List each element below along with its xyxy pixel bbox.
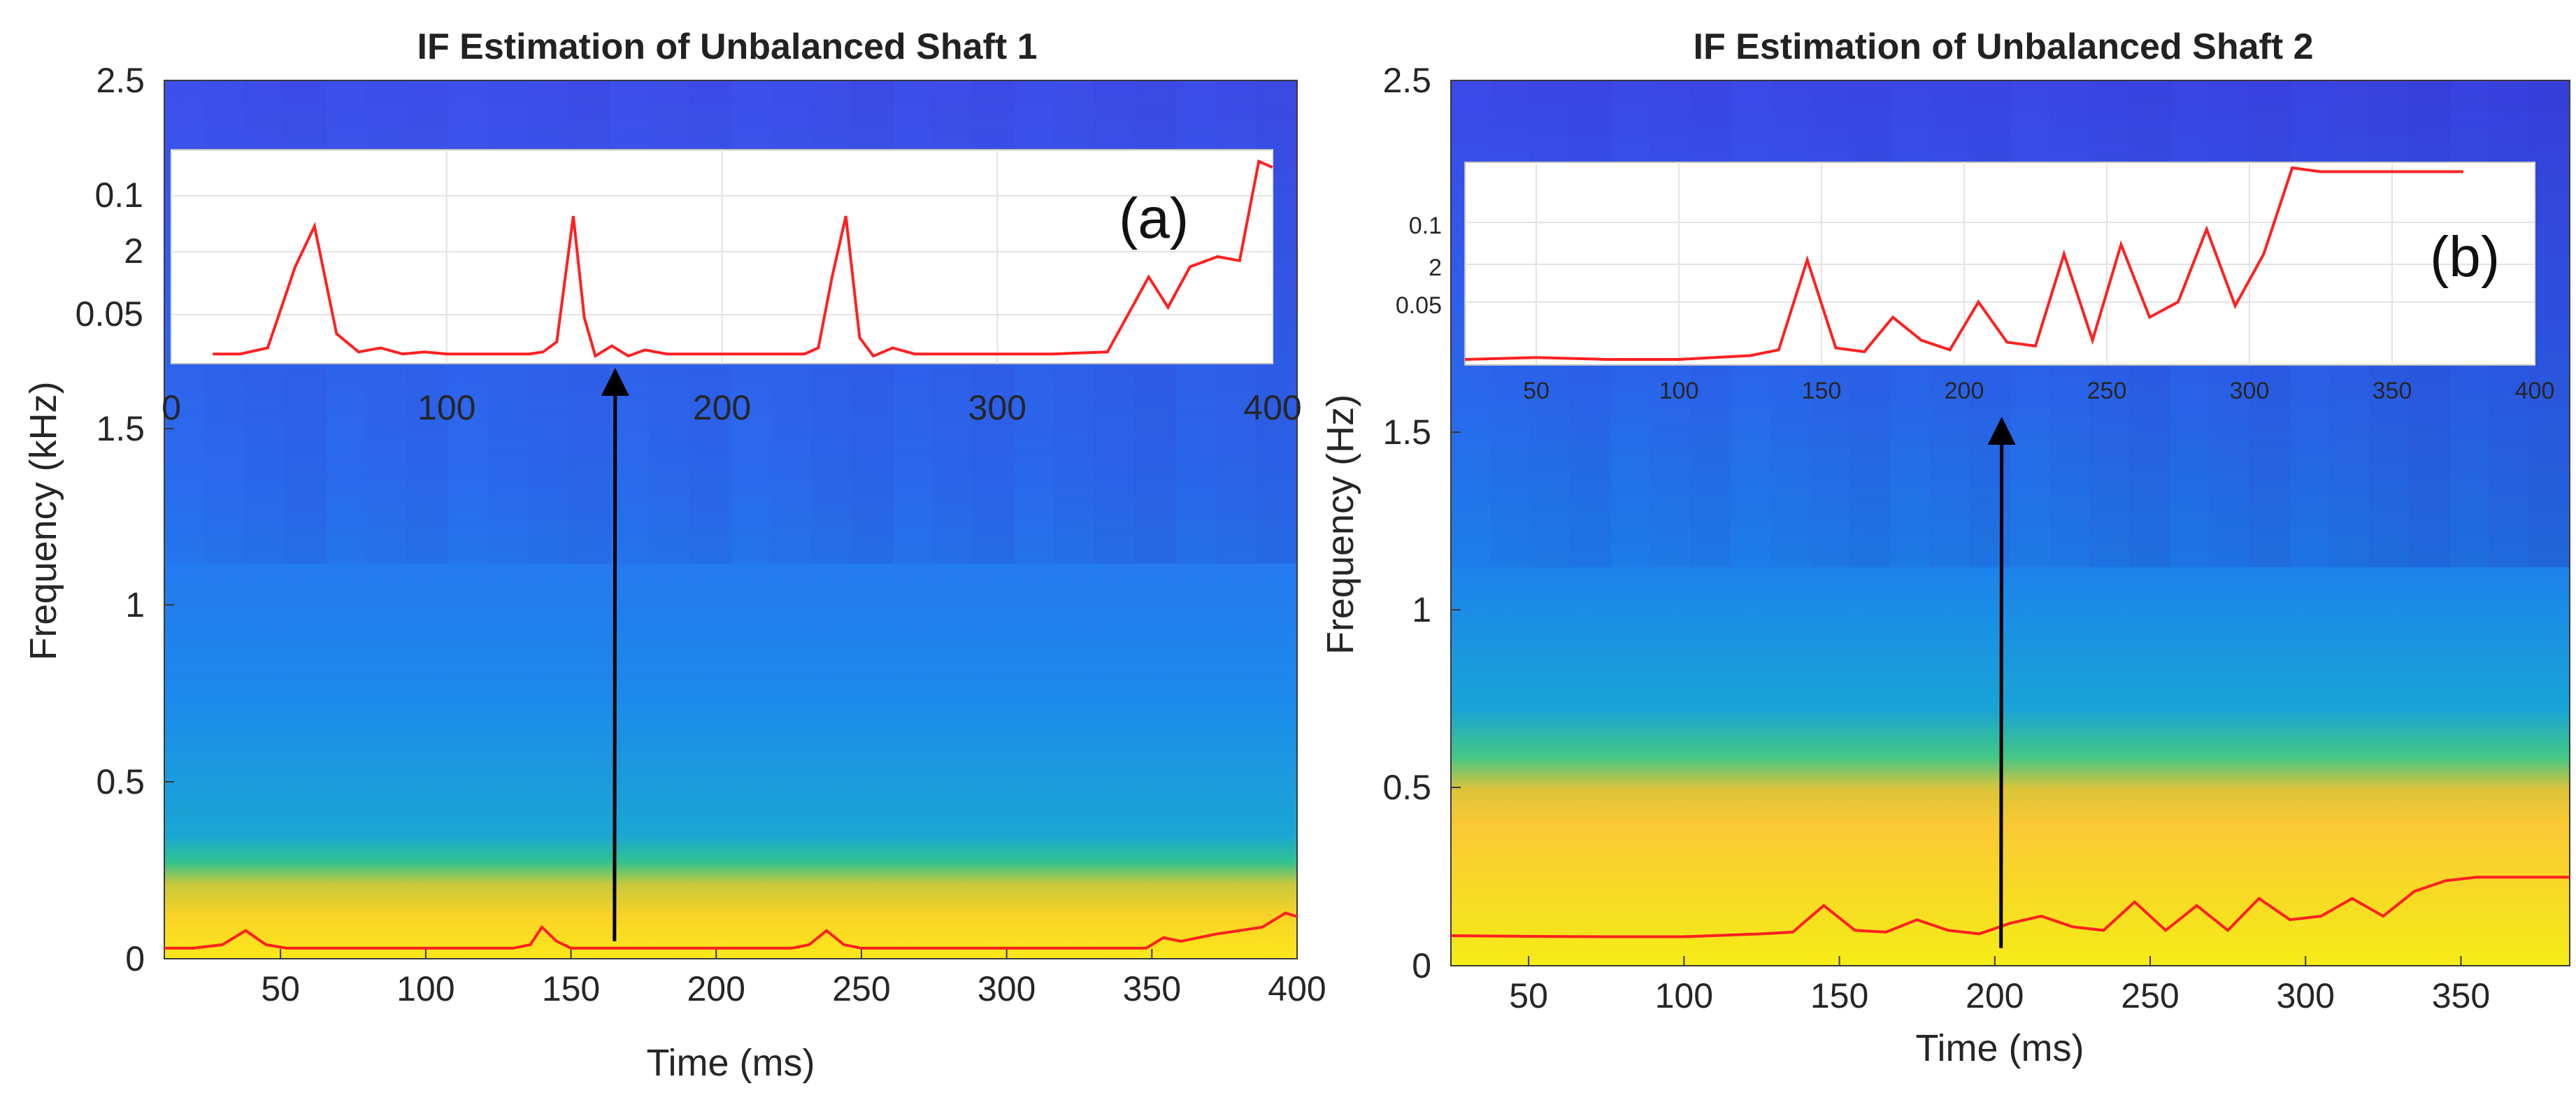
x-tick-label: 50: [261, 969, 300, 1008]
panel-b-arrow: [1987, 417, 2016, 948]
panel-b-inset-curve: [1464, 166, 2463, 361]
panel-a-inset: 0 100 200 300 400 0.1 2 0.05 (a): [76, 149, 1302, 427]
inset-y-tick-label: 0.1: [1409, 213, 1442, 239]
y-tick-label: 0: [1412, 946, 1431, 985]
x-tick-label: 350: [1123, 969, 1181, 1008]
y-tick-label: 2.5: [96, 61, 145, 100]
inset-x-tick-label: 100: [1659, 378, 1699, 404]
inset-x-tick-label: 300: [2230, 378, 2270, 404]
panel-a-inset-ticks: 0 100 200 300 400 0.1 2 0.05: [76, 176, 1302, 427]
inset-x-tick-label: 400: [2515, 378, 2555, 404]
y-tick-label: 0.5: [1382, 768, 1431, 807]
x-tick-label: 350: [2432, 976, 2490, 1015]
panel-b-inset-ticks: 50 100 150 200 250 300 350 400 0.1 2 0.05: [1396, 213, 2555, 404]
inset-x-tick-label: 150: [1802, 378, 1842, 404]
x-tick-label: 300: [2277, 976, 2335, 1015]
panel-a-axes-box: [164, 80, 1298, 959]
inset-x-tick-label: 350: [2373, 378, 2412, 404]
x-tick-label: 100: [1655, 976, 1713, 1015]
x-tick-label: 50: [1509, 976, 1548, 1015]
x-tick-label: 300: [978, 969, 1036, 1008]
y-tick-label: 1: [1412, 590, 1431, 629]
heatmap-column: [2529, 80, 2570, 568]
panel-a: IF Estimation of Unbalanced Shaft 1 50 10…: [22, 27, 1326, 1084]
inset-x-tick-label: 250: [2087, 378, 2127, 404]
panel-a-inset-curve: [213, 159, 1273, 359]
x-tick-label: 400: [1268, 969, 1326, 1008]
panel-a-if-curve: [164, 911, 1298, 950]
panel-b-title: IF Estimation of Unbalanced Shaft 2: [1694, 27, 2314, 67]
panel-b-ylabel: Frequency (Hz): [1319, 394, 1361, 655]
panel-b-inset-grid: [1465, 162, 2535, 365]
inset-y-tick-label: 2: [124, 231, 143, 271]
x-tick-label: 150: [1810, 976, 1868, 1015]
inset-x-tick-label: 200: [693, 388, 751, 427]
panel-a-title: IF Estimation of Unbalanced Shaft 1: [417, 27, 1038, 67]
x-tick-label: 250: [2121, 976, 2179, 1015]
y-tick-label: 1: [125, 585, 145, 624]
inset-y-tick-label: 0.05: [76, 294, 143, 334]
panel-a-xlabel: Time (ms): [647, 1042, 815, 1084]
panel-b-label: (b): [2430, 225, 2500, 289]
y-tick-label: 0: [125, 939, 145, 978]
inset-x-tick-label: 400: [1243, 388, 1301, 427]
panel-a-ylabel: Frequency (kHz): [22, 381, 64, 660]
x-tick-label: 250: [832, 969, 890, 1008]
inset-x-tick-label: 200: [1945, 378, 1984, 404]
y-tick-label: 0.5: [96, 762, 145, 801]
x-tick-label: 200: [1966, 976, 2024, 1015]
panel-a-label: (a): [1119, 187, 1189, 250]
panel-b-axes-box: [1450, 80, 2570, 966]
x-tick-label: 100: [396, 969, 455, 1008]
panel-a-ticks: 50 100 150 200 250 300 350 400 0 0.5 1 1.5 2.5: [96, 61, 1326, 1008]
panel-b-if-curve: [1450, 876, 2570, 938]
inset-x-tick-label: 100: [417, 388, 475, 427]
y-tick-label: 1.5: [96, 409, 145, 448]
inset-y-tick-label: 0.05: [1396, 292, 1442, 319]
panel-a-inset-grid: [171, 150, 1273, 364]
y-tick-label: 1.5: [1382, 413, 1431, 452]
y-tick-label: 2.5: [1382, 61, 1431, 100]
panel-b: IF Estimation of Unbalanced Shaft 2 50 10…: [1319, 27, 2570, 1069]
x-tick-label: 200: [687, 969, 745, 1008]
inset-y-tick-label: 2: [1429, 255, 1442, 281]
panel-b-xlabel: Time (ms): [1916, 1027, 2084, 1069]
panel-b-inset: 50 100 150 200 250 300 350 400 0.1 2 0.05 (b): [1396, 162, 2555, 404]
inset-x-tick-label: 300: [968, 388, 1026, 427]
x-tick-label: 150: [542, 969, 600, 1008]
inset-x-tick-label: 0: [162, 388, 181, 427]
inset-x-tick-label: 50: [1523, 378, 1550, 404]
inset-y-tick-label: 0.1: [94, 176, 143, 215]
